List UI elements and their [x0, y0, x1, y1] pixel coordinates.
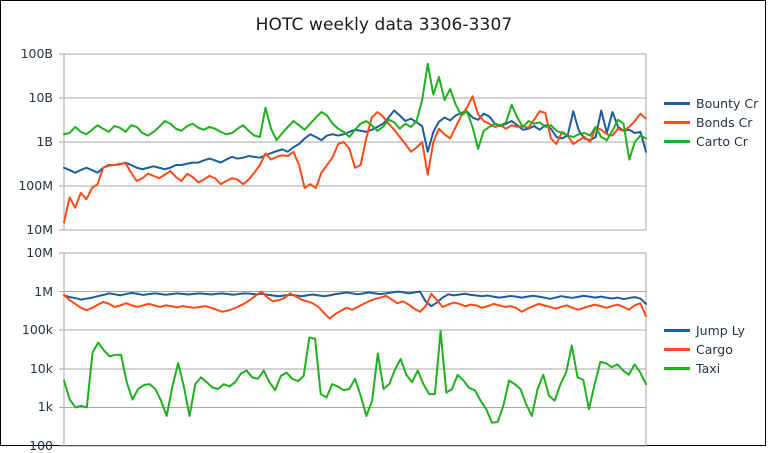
legend-line-icon [664, 348, 690, 351]
y-tick-label: 10M [26, 245, 53, 260]
legend-line-icon [664, 367, 690, 370]
legend-line-icon [664, 329, 690, 332]
activity-legend: Jump Ly Cargo Taxi [664, 321, 745, 378]
y-tick-label: 100M [18, 178, 53, 193]
y-tick-label: 1B [36, 134, 53, 149]
y-tick-label: 10k [29, 360, 53, 376]
credits-plot-area [59, 53, 647, 231]
legend-item[interactable]: Jump Ly [664, 321, 745, 340]
y-tick-label: 100B [20, 46, 53, 61]
y-tick-label: 100k [21, 322, 53, 338]
legend-label: Carto Cr [696, 134, 748, 149]
legend-item[interactable]: Taxi [664, 359, 745, 378]
y-tick-label: 10B [28, 90, 53, 105]
legend-item[interactable]: Bounty Cr [664, 94, 758, 113]
legend-item[interactable]: Bonds Cr [664, 113, 758, 132]
y-tick-label: 1M [34, 283, 53, 299]
legend-label: Taxi [696, 361, 721, 376]
chart-title: HOTC weekly data 3306-3307 [255, 15, 513, 35]
legend-line-icon [664, 121, 690, 124]
legend-label: Cargo [696, 342, 733, 357]
legend-label: Bonds Cr [696, 115, 753, 130]
y-tick-label: 1k [37, 399, 53, 415]
credits-legend: Bounty Cr Bonds Cr Carto Cr [664, 94, 758, 151]
activity-panel: 10M 1M 100k 10k 1k 100 Jump Ly Cargo Taxi [1, 241, 767, 452]
y-tick-label: 10M [26, 222, 53, 237]
legend-label: Jump Ly [696, 323, 745, 338]
legend-label: Bounty Cr [696, 96, 759, 111]
legend-item[interactable]: Carto Cr [664, 132, 758, 151]
legend-line-icon [664, 102, 690, 105]
credits-panel: 100B 10B 1B 100M 10M Bounty Cr Bonds Cr Carto … [1, 41, 767, 241]
legend-line-icon [664, 140, 690, 143]
legend-item[interactable]: Cargo [664, 340, 745, 359]
activity-plot-area [59, 252, 647, 447]
